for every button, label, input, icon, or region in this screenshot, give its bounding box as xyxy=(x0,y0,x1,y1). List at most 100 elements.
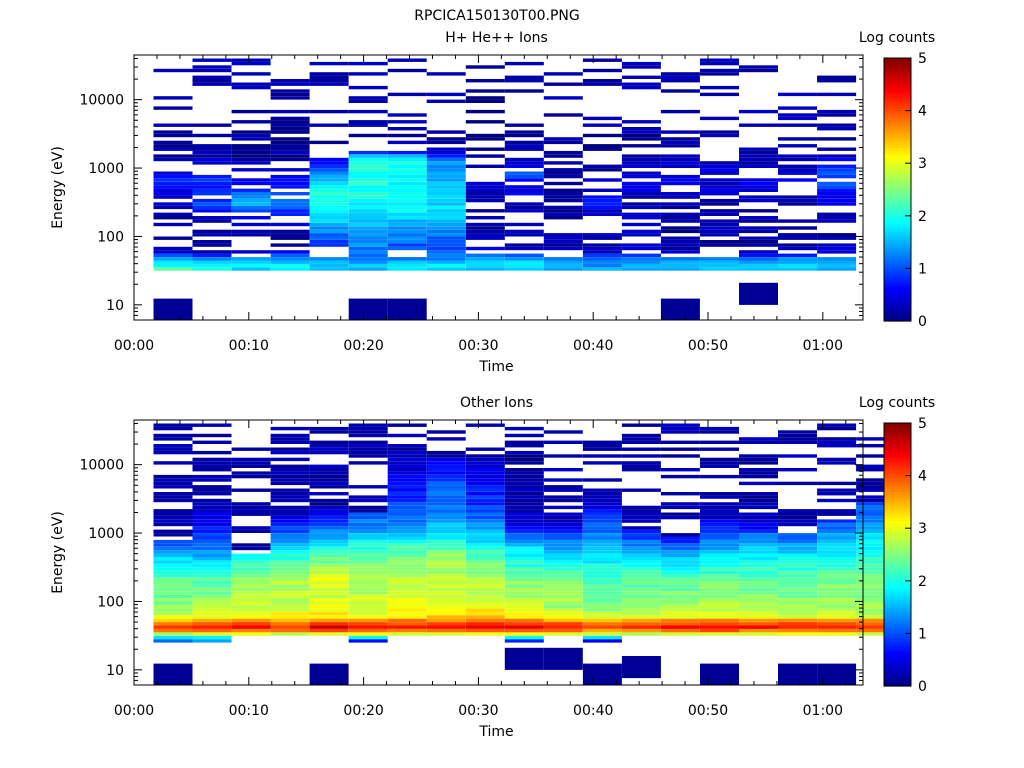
heat-cell xyxy=(856,587,896,592)
heat-cell xyxy=(660,219,700,223)
colorbar-tick-label: 5 xyxy=(918,51,927,67)
heat-cell xyxy=(153,522,193,527)
heat-cell xyxy=(660,157,700,162)
heat-cell xyxy=(270,618,310,622)
heat-cell xyxy=(504,536,544,540)
heat-cell xyxy=(465,502,505,506)
heat-cell xyxy=(504,543,544,547)
heat-cell xyxy=(817,202,857,206)
heat-cell xyxy=(153,185,193,189)
heat-cell xyxy=(856,509,896,513)
heat-cell xyxy=(153,133,193,138)
heat-cell xyxy=(348,161,388,165)
colorbar-swatch xyxy=(884,575,911,579)
heat-cell xyxy=(504,581,544,585)
heat-cell xyxy=(504,474,544,479)
heat-cell xyxy=(621,127,661,131)
heat-cell xyxy=(621,181,661,186)
heat-cell xyxy=(426,150,466,155)
heat-cell xyxy=(856,563,896,568)
heat-cell xyxy=(426,263,466,268)
heat-cell xyxy=(504,260,544,264)
heat-cell xyxy=(426,515,466,520)
heat-cell xyxy=(387,512,427,516)
colorbar-swatch xyxy=(884,583,911,587)
heat-cell xyxy=(231,587,271,592)
heat-cell xyxy=(582,79,622,83)
heat-cell xyxy=(348,570,388,575)
heat-cell xyxy=(348,209,388,213)
heat-cell xyxy=(582,440,622,444)
heat-cell xyxy=(465,226,505,230)
heat-cell xyxy=(426,536,466,540)
heat-cell xyxy=(426,625,466,629)
heat-cell xyxy=(348,587,388,592)
heat-cell xyxy=(153,250,193,254)
heat-cell xyxy=(504,157,544,162)
heat-cell xyxy=(739,454,778,458)
heat-cell xyxy=(739,267,778,271)
time-bin xyxy=(231,447,271,636)
heat-cell xyxy=(582,68,622,73)
heat-cell xyxy=(739,533,778,537)
heat-cell xyxy=(660,492,700,496)
heat-cell xyxy=(739,150,778,155)
colorbar-swatch xyxy=(884,649,911,653)
heat-cell xyxy=(348,260,388,264)
x-tick-label: 00:20 xyxy=(343,703,383,719)
heat-cell xyxy=(621,622,661,626)
heat-cell xyxy=(270,615,310,619)
heat-cell xyxy=(309,505,349,510)
colorbar-swatch xyxy=(884,76,911,80)
heat-cell xyxy=(739,536,778,540)
heat-cell xyxy=(660,240,700,244)
heat-cell xyxy=(153,267,193,271)
colorbar-swatch xyxy=(884,176,911,180)
heat-cell xyxy=(465,423,505,427)
heat-cell xyxy=(231,147,271,151)
heat-cell xyxy=(465,461,505,465)
heat-cell xyxy=(270,539,310,544)
heat-cell xyxy=(270,89,310,93)
heat-cell xyxy=(621,212,661,216)
heat-cell xyxy=(465,253,505,257)
heat-cell xyxy=(426,161,466,165)
colorbar-swatch xyxy=(884,136,911,141)
time-bin xyxy=(817,75,857,271)
heat-cell xyxy=(231,611,271,616)
heat-cell xyxy=(348,529,388,533)
heat-cell xyxy=(621,533,661,537)
heat-cell xyxy=(465,543,505,547)
heat-cell xyxy=(778,454,817,458)
time-bin xyxy=(504,426,544,670)
heat-cell xyxy=(543,553,583,557)
heat-cell xyxy=(504,505,544,510)
heat-cell xyxy=(192,267,232,271)
heat-cell xyxy=(192,464,232,468)
heat-cell xyxy=(231,464,271,468)
heat-cell xyxy=(270,212,310,216)
colorbar-swatch xyxy=(884,486,911,490)
colorbar-swatch xyxy=(884,107,911,112)
heat-cell xyxy=(192,543,232,547)
heat-cell xyxy=(582,574,622,578)
heat-cell xyxy=(817,243,857,247)
colorbar-swatch xyxy=(884,609,911,613)
heat-cell xyxy=(700,116,739,121)
colorbar-swatch xyxy=(884,315,911,319)
heat-cell xyxy=(543,536,583,540)
heat-cell xyxy=(817,526,857,530)
heat-cell xyxy=(270,127,310,131)
heat-cell xyxy=(348,574,388,578)
heat-cell xyxy=(192,533,232,537)
heat-cell xyxy=(817,615,857,619)
colorbar-swatch xyxy=(884,234,911,238)
heat-cell xyxy=(700,161,739,165)
heat-cell xyxy=(153,450,193,455)
heat-cell xyxy=(465,567,505,571)
heat-cell xyxy=(700,164,739,168)
heat-cell xyxy=(778,137,817,141)
heat-cell xyxy=(348,618,388,622)
heat-cell xyxy=(153,181,193,186)
heat-cell xyxy=(465,632,505,636)
